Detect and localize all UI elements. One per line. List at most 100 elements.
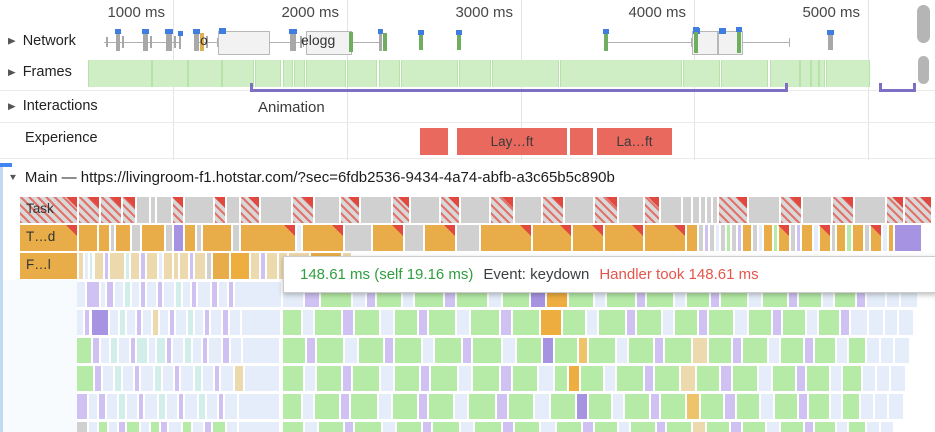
layout-shift-bar[interactable] <box>570 128 593 155</box>
flame-row-segment[interactable] <box>663 310 673 335</box>
flame-row-segment[interactable] <box>661 394 685 419</box>
flame-row-segment[interactable] <box>849 422 865 432</box>
flame-row-segment[interactable] <box>471 310 499 335</box>
task-row-segment[interactable] <box>261 197 291 223</box>
network-request-bar[interactable] <box>457 34 461 50</box>
flame-row-segment[interactable] <box>837 422 847 432</box>
flame-row-segment[interactable] <box>139 394 143 419</box>
flame-row-segment[interactable] <box>379 394 391 419</box>
flame-row-segment[interactable] <box>193 338 201 363</box>
flame-row-segment[interactable] <box>701 394 723 419</box>
task-row-segment[interactable] <box>185 197 213 223</box>
flame-row-segment[interactable] <box>103 366 113 391</box>
flame-row-segment[interactable] <box>775 394 797 419</box>
task-row-segment[interactable] <box>315 197 339 223</box>
flame-row-segment[interactable] <box>159 394 165 419</box>
flame-row-segment[interactable] <box>473 366 499 391</box>
network-request-bar[interactable] <box>300 36 302 48</box>
flame-row-segment[interactable] <box>699 310 707 335</box>
flame-row-segment[interactable] <box>305 366 315 391</box>
flame-row-segment[interactable] <box>119 422 125 432</box>
flame-row-segment[interactable] <box>395 366 419 391</box>
chevron-down-icon[interactable]: ▼ <box>8 172 18 183</box>
flame-row-segment[interactable] <box>419 310 427 335</box>
timer-fired-row-segment[interactable] <box>721 225 725 251</box>
task-row-segment[interactable] <box>151 197 155 223</box>
flame-row-segment[interactable] <box>589 394 611 419</box>
function-call-row-segment[interactable] <box>267 253 277 279</box>
flame-row-segment[interactable] <box>230 310 240 335</box>
flame-row-segment[interactable] <box>737 394 759 419</box>
flame-row-segment[interactable] <box>819 310 839 335</box>
flame-row-segment[interactable] <box>77 366 93 391</box>
flame-row-segment[interactable] <box>429 310 455 335</box>
task-row-segment[interactable] <box>227 197 239 223</box>
flame-row-segment[interactable] <box>169 422 181 432</box>
flame-row-segment[interactable] <box>475 422 501 432</box>
timer-fired-row-segment[interactable] <box>837 225 845 251</box>
flame-row-segment[interactable] <box>563 310 585 335</box>
task-row-segment[interactable] <box>683 197 691 223</box>
timer-fired-row-segment[interactable] <box>727 225 730 251</box>
timer-fired-row-segment[interactable] <box>820 225 830 251</box>
flame-row-segment[interactable] <box>595 282 605 307</box>
flame-row-segment[interactable] <box>617 366 643 391</box>
timer-fired-row-segment[interactable] <box>116 225 130 251</box>
flame-row-segment[interactable] <box>445 282 455 307</box>
flame-row-segment[interactable] <box>857 282 865 307</box>
flame-row-segment[interactable] <box>749 310 771 335</box>
flame-row-segment[interactable] <box>781 422 803 432</box>
flame-row-segment[interactable] <box>721 366 731 391</box>
flame-row-segment[interactable] <box>807 310 817 335</box>
timer-fired-row-segment[interactable] <box>814 225 818 251</box>
frame-bar[interactable] <box>88 60 152 87</box>
flame-row-segment[interactable] <box>101 282 105 307</box>
flame-row-segment[interactable] <box>355 310 379 335</box>
flame-row-segment[interactable] <box>843 366 861 391</box>
flame-row-segment[interactable] <box>317 338 343 363</box>
flame-row-segment[interactable] <box>77 394 87 419</box>
flame-row-segment[interactable] <box>235 366 243 391</box>
flame-row-segment[interactable] <box>581 366 603 391</box>
timer-fired-row-segment[interactable] <box>166 225 172 251</box>
interaction-span[interactable] <box>879 89 916 92</box>
network-request-bar[interactable] <box>694 31 698 53</box>
flame-row-segment[interactable] <box>773 366 795 391</box>
flame-row-segment[interactable] <box>823 282 833 307</box>
flame-row-segment[interactable] <box>319 422 343 432</box>
timer-fired-row-segment[interactable] <box>297 225 301 251</box>
flame-row-segment[interactable] <box>205 310 209 335</box>
flame-row-segment[interactable] <box>807 366 829 391</box>
flame-row-segment[interactable] <box>199 394 205 419</box>
flame-row-segment[interactable] <box>895 338 909 363</box>
network-request-bar[interactable] <box>737 31 741 53</box>
flame-row-segment[interactable] <box>303 310 313 335</box>
flame-row-segment[interactable] <box>345 338 357 363</box>
flame-row-segment[interactable] <box>89 422 97 432</box>
flame-row-segment[interactable] <box>881 338 893 363</box>
network-request-bar[interactable] <box>349 32 353 52</box>
flame-row-segment[interactable] <box>193 422 203 432</box>
flame-row-segment[interactable] <box>837 338 847 363</box>
flame-row-segment[interactable] <box>188 310 193 335</box>
timer-fired-row-segment[interactable] <box>203 225 231 251</box>
flame-row-segment[interactable] <box>429 394 453 419</box>
flame-row-segment[interactable] <box>579 338 587 363</box>
frame-bar[interactable] <box>811 60 819 87</box>
scrollbar-thumb[interactable] <box>917 5 930 43</box>
flame-row-segment[interactable] <box>515 422 539 432</box>
flame-row-segment[interactable] <box>175 366 179 391</box>
flame-row-segment[interactable] <box>861 394 873 419</box>
scrollbar-thumb[interactable] <box>918 56 929 84</box>
flame-row-segment[interactable] <box>160 310 168 335</box>
frame-bar[interactable] <box>222 60 254 87</box>
frame-bar[interactable] <box>379 60 400 87</box>
function-call-row-segment[interactable] <box>20 253 77 279</box>
flame-row-segment[interactable] <box>555 366 567 391</box>
flame-row-segment[interactable] <box>697 366 719 391</box>
flame-row-segment[interactable] <box>141 366 153 391</box>
function-call-row-segment[interactable] <box>95 253 103 279</box>
network-request-bar[interactable] <box>290 33 296 51</box>
flame-row-segment[interactable] <box>145 394 157 419</box>
flame-row-segment[interactable] <box>303 394 313 419</box>
